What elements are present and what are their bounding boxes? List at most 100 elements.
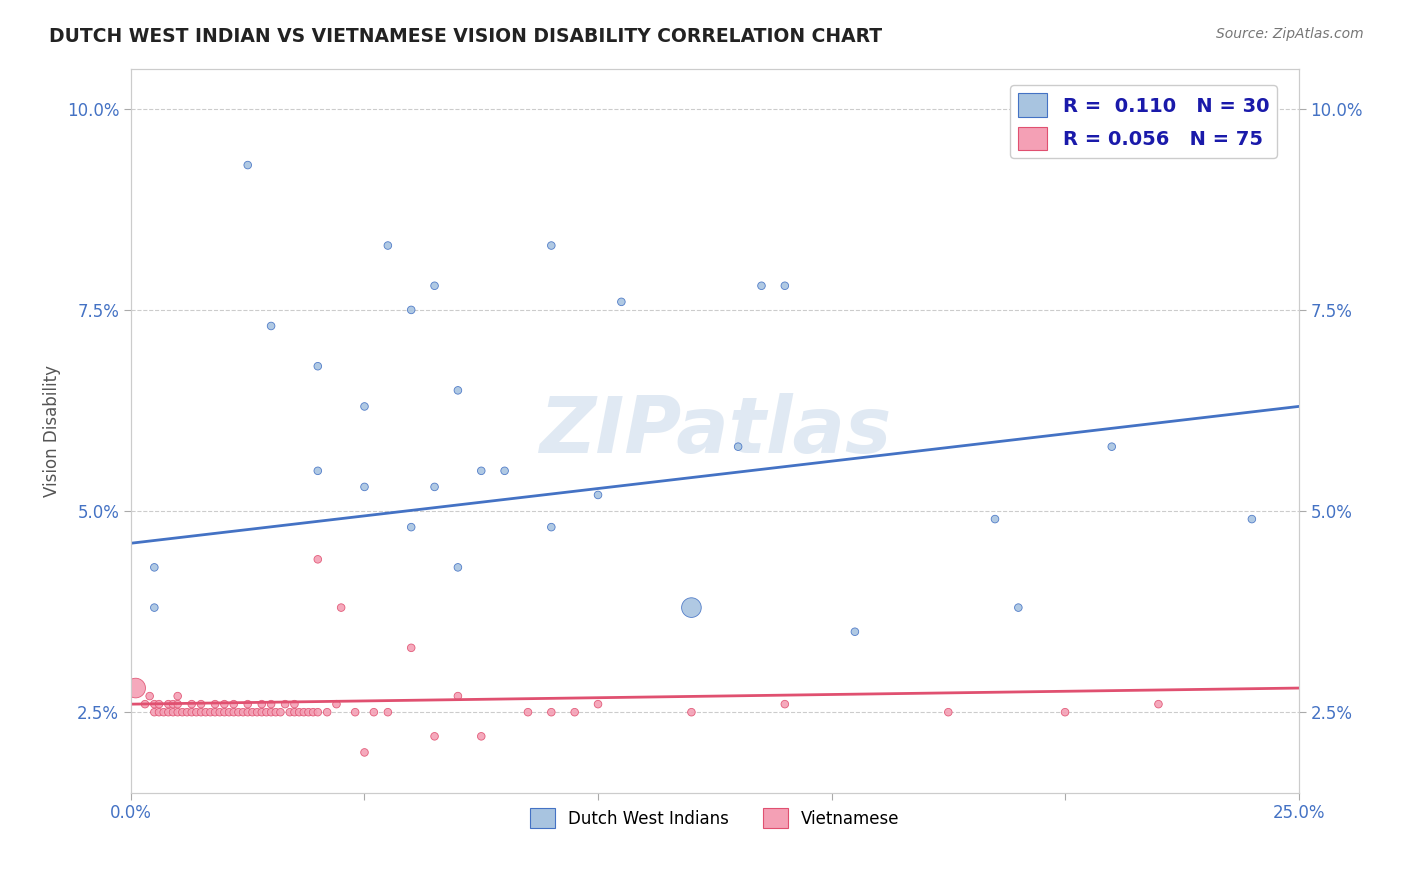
Point [399, 520, 422, 534]
Point [681, 600, 703, 615]
Point [218, 705, 240, 719]
Point [190, 705, 212, 719]
Point [344, 705, 367, 719]
Text: Source: ZipAtlas.com: Source: ZipAtlas.com [1216, 27, 1364, 41]
Point [264, 705, 287, 719]
Point [325, 697, 347, 711]
Text: DUTCH WEST INDIAN VS VIETNAMESE VISION DISABILITY CORRELATION CHART: DUTCH WEST INDIAN VS VIETNAMESE VISION D… [49, 27, 883, 45]
Point [423, 729, 446, 743]
Point [246, 705, 269, 719]
Point [222, 697, 245, 711]
Point [307, 705, 329, 719]
Point [773, 278, 796, 293]
Point [148, 697, 170, 711]
Point [377, 238, 399, 252]
Point [190, 697, 212, 711]
Point [330, 600, 353, 615]
Point [307, 359, 329, 374]
Point [214, 705, 236, 719]
Point [208, 705, 231, 719]
Legend: Dutch West Indians, Vietnamese: Dutch West Indians, Vietnamese [523, 801, 905, 835]
Point [204, 697, 226, 711]
Point [681, 705, 703, 719]
Y-axis label: Vision Disability: Vision Disability [44, 365, 60, 497]
Point [447, 689, 470, 703]
Point [157, 697, 180, 711]
Point [260, 705, 283, 719]
Point [540, 520, 562, 534]
Point [423, 480, 446, 494]
Point [250, 705, 273, 719]
Point [143, 705, 166, 719]
Point [214, 697, 236, 711]
Point [236, 697, 259, 711]
Point [236, 705, 259, 719]
Point [228, 705, 250, 719]
Point [180, 697, 202, 711]
Point [124, 681, 146, 695]
Point [148, 705, 170, 719]
Point [250, 697, 273, 711]
Point [494, 464, 516, 478]
Point [254, 705, 277, 719]
Point [353, 480, 375, 494]
Point [236, 158, 259, 172]
Point [143, 600, 166, 615]
Point [302, 705, 325, 719]
Point [470, 729, 492, 743]
Point [936, 705, 959, 719]
Point [157, 705, 180, 719]
Point [283, 697, 305, 711]
Point [610, 294, 633, 309]
Point [307, 552, 329, 566]
Point [200, 705, 222, 719]
Point [586, 488, 609, 502]
Point [751, 278, 773, 293]
Point [260, 697, 283, 711]
Point [307, 464, 329, 478]
Point [166, 697, 188, 711]
Point [399, 302, 422, 317]
Point [399, 640, 422, 655]
Point [1147, 697, 1170, 711]
Point [162, 705, 184, 719]
Point [143, 560, 166, 574]
Point [844, 624, 866, 639]
Point [773, 697, 796, 711]
Point [283, 705, 305, 719]
Point [288, 705, 311, 719]
Point [138, 689, 160, 703]
Point [586, 697, 609, 711]
Point [180, 705, 202, 719]
Point [162, 697, 184, 711]
Point [297, 705, 319, 719]
Point [134, 697, 156, 711]
Point [152, 705, 174, 719]
Point [143, 697, 166, 711]
Point [172, 705, 194, 719]
Point [274, 697, 297, 711]
Point [278, 705, 301, 719]
Point [232, 705, 254, 719]
Point [423, 278, 446, 293]
Text: ZIPatlas: ZIPatlas [538, 392, 891, 468]
Point [363, 705, 385, 719]
Point [447, 560, 470, 574]
Point [447, 384, 470, 398]
Point [186, 705, 208, 719]
Point [727, 440, 749, 454]
Point [166, 705, 188, 719]
Point [1054, 705, 1077, 719]
Point [166, 689, 188, 703]
Point [194, 705, 217, 719]
Point [292, 705, 315, 719]
Point [540, 705, 562, 719]
Point [260, 318, 283, 333]
Point [377, 705, 399, 719]
Point [564, 705, 586, 719]
Point [353, 746, 375, 760]
Point [1240, 512, 1263, 526]
Point [540, 238, 562, 252]
Point [517, 705, 540, 719]
Point [176, 705, 198, 719]
